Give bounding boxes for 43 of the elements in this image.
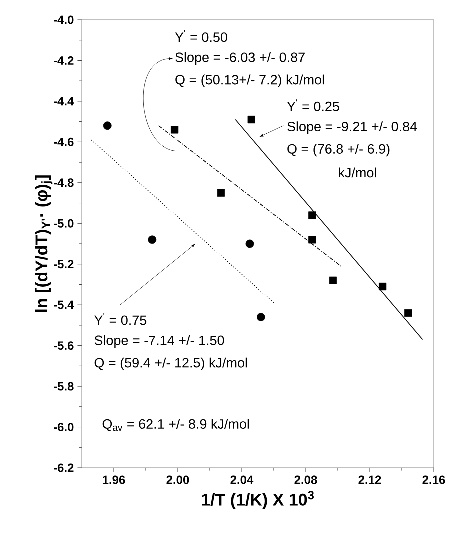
annotation: Y$^{'}$ = 0.75 — [94, 313, 147, 326]
annotation: kJ/mol — [339, 168, 376, 178]
point — [248, 116, 256, 124]
y-tick-label: -4.8 — [54, 178, 74, 188]
y-tick-label: -5.4 — [54, 300, 74, 310]
y-tick-label: -5.6 — [54, 342, 74, 350]
annotation: Q = (76.8 +/- 6.9) — [288, 144, 390, 157]
annotation: Slope = -9.21 +/- 0.84 — [288, 122, 418, 134]
y-tick-label: -5.8 — [54, 382, 74, 391]
point — [148, 236, 157, 244]
point — [404, 309, 412, 318]
x-tick-label: 2.12 — [358, 476, 382, 484]
x-axis-title: 1/T (1/K) X 10$^{3}$ — [202, 491, 314, 510]
annotation: Slope = -6.03 +/- 0.87 — [176, 52, 305, 65]
y-tick-label: -6.0 — [54, 423, 74, 432]
point — [379, 282, 387, 291]
y-tick-label: -5.0 — [54, 219, 74, 228]
annotation: Slope = -7.14 +/- 1.50 — [94, 335, 224, 348]
point — [308, 212, 316, 220]
y-tick-label: -4.2 — [54, 56, 74, 65]
annotation: Q$_{av}$ = 62.1 +/- 8.9 kJ/mol — [102, 419, 250, 432]
y-tick-label: -6.2 — [54, 464, 74, 472]
point — [246, 240, 254, 248]
point — [103, 122, 112, 130]
point — [329, 276, 337, 284]
annotation: Q = (59.4 +/- 12.5) kJ/mol — [94, 358, 248, 370]
annotation: Y$^{'}$ = 0.50 — [175, 30, 228, 42]
x-tick-label: 2.04 — [230, 476, 254, 484]
y-tick-label: -4.0 — [54, 16, 74, 24]
x-tick-label: 2.16 — [422, 476, 446, 484]
point — [217, 189, 225, 197]
y-axis-title: ln [(dY/dT)$_{Y'}$· (φ)$_{j}$] — [35, 176, 53, 312]
y-tick-label: -4.4 — [54, 97, 74, 106]
point — [171, 126, 179, 134]
x-tick-label: 2.08 — [294, 476, 318, 484]
annotation: Q = (50.13+/- 7.2) kJ/mol — [176, 74, 324, 88]
y-tick-label: -5.2 — [54, 260, 74, 269]
y-tick-label: -4.6 — [54, 138, 74, 146]
x-tick-label: 1.96 — [103, 476, 126, 484]
x-tick-label: 2.00 — [166, 476, 190, 484]
annotation: Y$^{'}$ = 0.25 — [287, 100, 340, 112]
point — [257, 313, 266, 322]
point — [308, 236, 316, 244]
